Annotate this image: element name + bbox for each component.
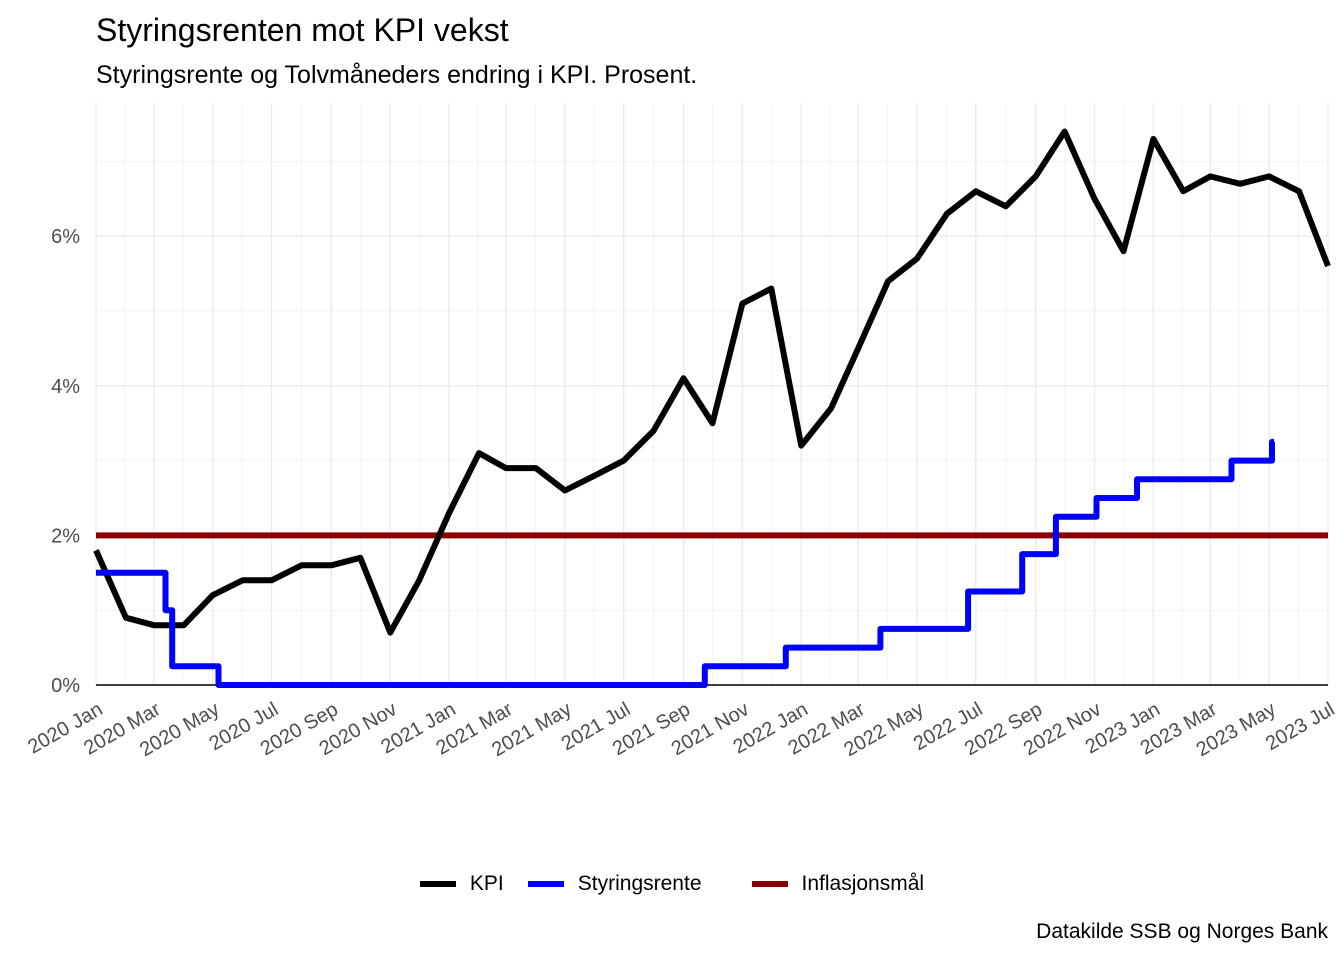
legend-item-inflasjonsmal: Inflasjonsmål — [751, 872, 925, 896]
legend: KPI Styringsrente Inflasjonsmål — [0, 872, 1344, 896]
y-tick-label: 2% — [51, 525, 80, 547]
major-gridlines — [95, 103, 1329, 686]
legend-label-kpi: KPI — [469, 872, 504, 895]
legend-key-styringsrente — [527, 881, 564, 887]
y-tick-label: 4% — [51, 376, 80, 398]
series-line-kpi — [93, 128, 1331, 636]
legend-label-inflasjonsmal: Inflasjonsmål — [801, 872, 925, 895]
y-tick-label: 0% — [51, 675, 80, 697]
y-axis-ticks: 0% 2% 4% 6% — [51, 226, 80, 697]
series-lines — [93, 128, 1331, 688]
series-line-styringsrente — [96, 438, 1275, 688]
chart-caption: Datakilde SSB og Norges Bank — [1036, 920, 1328, 943]
chart-title: Styringsrenten mot KPI vekst — [96, 12, 509, 48]
legend-item-kpi: KPI — [419, 872, 504, 896]
minor-gridlines — [96, 103, 1328, 685]
chart-subtitle: Styringsrente og Tolvmåneders endring i … — [96, 61, 698, 89]
legend-label-styringsrente: Styringsrente — [577, 872, 702, 895]
legend-item-styringsrente: Styringsrente — [527, 872, 702, 896]
legend-key-inflasjonsmal — [751, 881, 788, 887]
legend-key-kpi — [419, 881, 456, 887]
y-tick-label: 6% — [51, 226, 80, 248]
